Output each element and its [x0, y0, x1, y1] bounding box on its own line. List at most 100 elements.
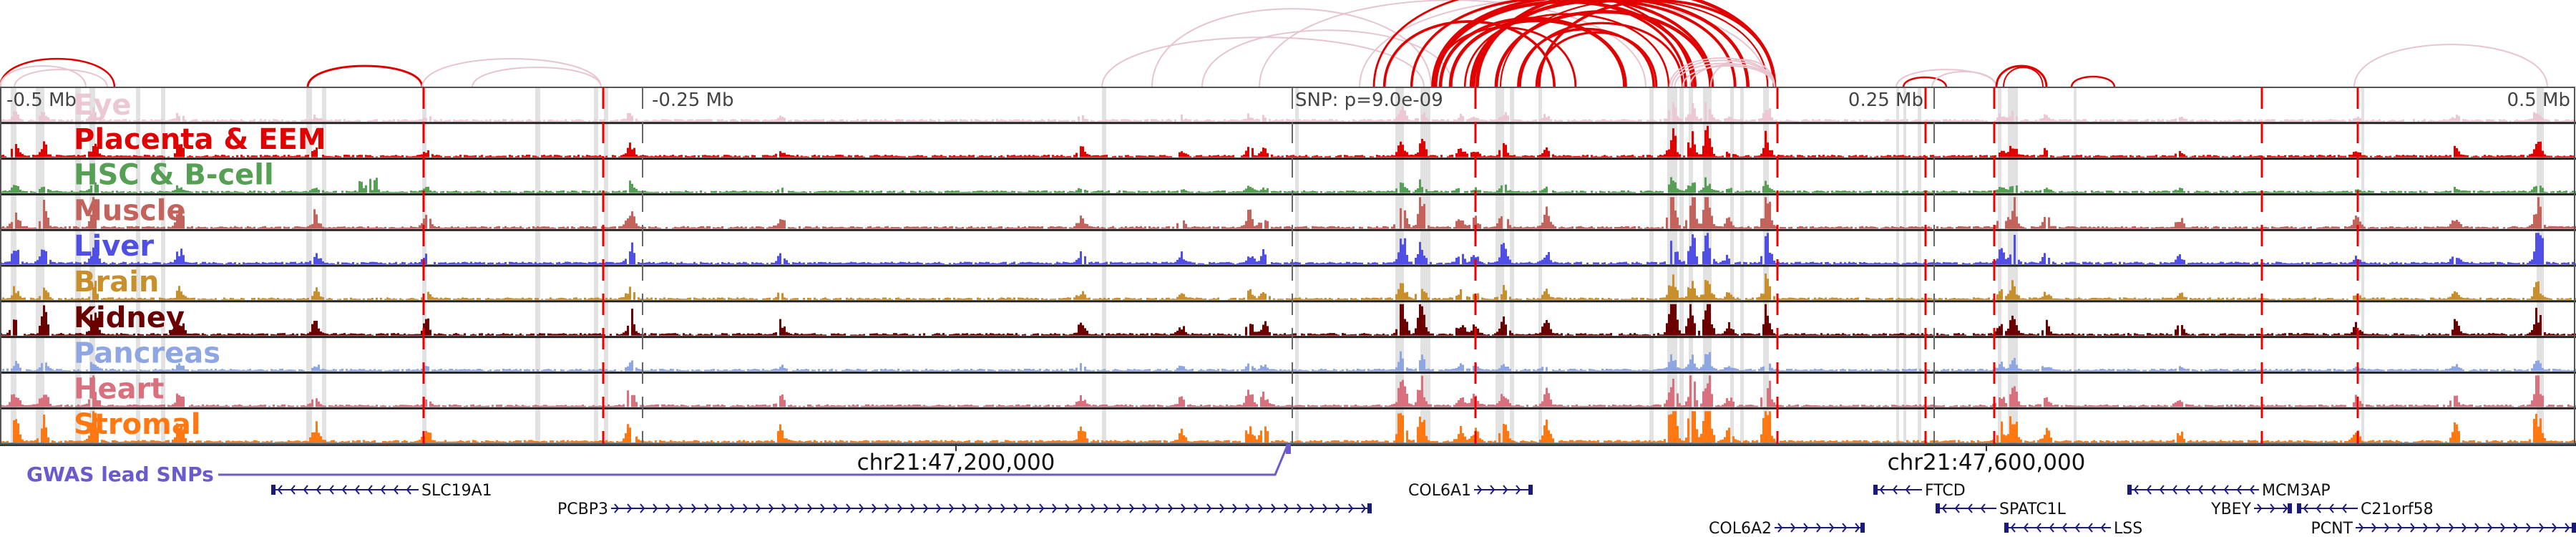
gene-label: LSS — [2114, 520, 2142, 537]
strand-arrows — [277, 485, 411, 495]
gene-label: COL6A2 — [1709, 520, 1772, 537]
interaction-arc — [2353, 44, 2548, 88]
exon-block — [2572, 523, 2576, 533]
signal-bars — [0, 233, 2576, 264]
interaction-arc — [472, 67, 602, 88]
track-pancreas: Pancreas — [0, 337, 2576, 374]
interaction-arc — [1689, 64, 1775, 88]
gene-spatc1l: SPATC1L — [1936, 500, 2067, 518]
interaction-arc — [1359, 0, 1768, 88]
track-placenta-eem: Placenta & EEM — [0, 123, 2576, 160]
interaction-arc — [1410, 0, 1687, 88]
interaction-arc — [1669, 57, 1775, 88]
interaction-arc — [2003, 67, 2044, 88]
gene-mcm3ap: MCM3AP — [2127, 482, 2331, 500]
track-brain: Brain — [0, 266, 2576, 303]
interaction-arc — [1902, 76, 1948, 88]
gene-label: SPATC1L — [1999, 500, 2067, 518]
track-heart: Heart — [0, 372, 2576, 410]
strand-arrows — [2257, 503, 2288, 513]
interaction-arc — [0, 57, 116, 88]
interaction-arc — [1201, 29, 1453, 88]
interaction-arc — [1431, 0, 1714, 88]
interaction-arc — [1535, 31, 1658, 88]
track-label: Eye — [74, 89, 132, 122]
signal-bars — [0, 304, 2576, 336]
coordinate-label-right: chr21:47,600,000 — [1888, 450, 2086, 475]
axis-label-left-near: -0.25 Mb — [652, 90, 733, 111]
signal-bars — [0, 177, 2576, 193]
axis-label-left-far: -0.5 Mb — [6, 90, 77, 111]
strand-arrows — [1879, 485, 1911, 495]
strand-arrows — [2358, 523, 2570, 533]
exon-block — [1367, 503, 1372, 513]
track-label: Brain — [74, 266, 159, 299]
track-liver: Liver — [0, 230, 2576, 267]
signal-bars — [0, 197, 2576, 229]
interaction-arc — [1151, 8, 1432, 88]
exon-block — [2127, 485, 2132, 495]
track-label: Pancreas — [74, 337, 220, 370]
track-label: Liver — [74, 230, 154, 263]
coordinate-label-left: chr21:47,200,000 — [857, 450, 1055, 475]
interaction-arc — [1463, 13, 1670, 88]
exon-block — [271, 485, 275, 495]
interaction-arc — [1931, 71, 1997, 88]
gene-pcnt: PCNT — [2311, 520, 2576, 537]
interaction-arc — [306, 64, 424, 88]
gwas-connector — [218, 443, 1289, 476]
exon-block — [1860, 523, 1865, 533]
gene-label: MCM3AP — [2262, 482, 2331, 500]
gwas-track-label: GWAS lead SNPs — [26, 463, 214, 486]
gene-label: PCBP3 — [557, 500, 608, 518]
interaction-arc — [1494, 10, 1713, 88]
interaction-arc — [1995, 64, 2048, 88]
track-label: Kidney — [74, 301, 185, 334]
track-label: Stromal — [74, 408, 201, 441]
track-stromal: Stromal — [0, 408, 2576, 445]
gwas-snp-marker — [1286, 444, 1291, 454]
exon-block — [1528, 485, 1533, 495]
strand-arrows — [1941, 503, 1986, 513]
signal-bars — [2, 351, 2576, 372]
track-hsc-b-cell: HSC & B-cell — [0, 159, 2576, 195]
gene-lss: LSS — [2004, 520, 2142, 537]
gene-ybey: YBEY — [2210, 500, 2292, 518]
gene-label: YBEY — [2210, 500, 2251, 518]
gene-label: PCNT — [2311, 520, 2353, 537]
strand-arrows — [614, 503, 1367, 513]
interaction-arc — [1469, 0, 1737, 88]
interaction-arc — [1472, 0, 1750, 88]
interaction-arc — [1433, 0, 1697, 88]
axis-label-right-near: 0.25 Mb — [1848, 90, 1923, 111]
gene-label: C21orf58 — [2361, 500, 2434, 518]
exon-block — [1936, 503, 1940, 513]
strand-arrows — [2303, 503, 2347, 513]
interaction-arc — [0, 65, 87, 88]
strand-arrows — [1777, 523, 1860, 533]
axis-label-right-far: 0.5 Mb — [2507, 90, 2570, 111]
track-eye: Eye — [0, 89, 2576, 125]
strand-arrows — [2133, 485, 2255, 495]
interaction-arc — [1709, 59, 1775, 88]
track-label: HSC & B-cell — [74, 159, 274, 192]
exon-block — [2004, 523, 2009, 533]
exon-block — [1873, 485, 1878, 495]
track-label: Placenta & EEM — [74, 123, 326, 156]
track-label: Heart — [74, 372, 164, 405]
signal-bars — [0, 375, 2576, 407]
gene-col6a1: COL6A1 — [1408, 482, 1533, 500]
signal-bars — [0, 274, 2576, 300]
strand-arrows — [1477, 485, 1521, 495]
gene-label: COL6A1 — [1408, 482, 1471, 500]
interaction-arc — [1101, 37, 1425, 88]
gene-label: FTCD — [1925, 482, 1966, 500]
exon-block — [2297, 503, 2301, 513]
track-kidney: Kidney — [0, 301, 2576, 339]
track-label: Muscle — [74, 194, 186, 227]
signal-bars — [0, 102, 2576, 122]
gene-ftcd: FTCD — [1873, 482, 1966, 500]
track-muscle: Muscle — [0, 194, 2576, 231]
